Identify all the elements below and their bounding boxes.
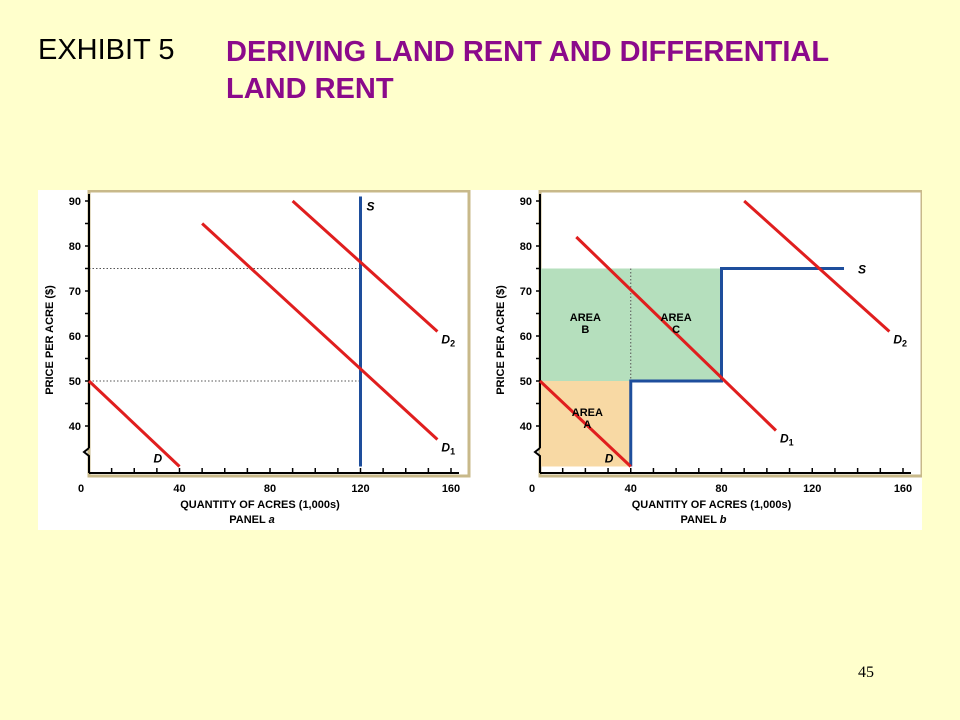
y-tick-label: 50 [520,376,532,388]
y-tick-label: 70 [69,286,81,298]
y-tick-label: 40 [69,421,81,433]
plot-frame [87,189,471,478]
series-line-d1 [575,235,777,432]
slide-title: DERIVING LAND RENT AND DIFFERENTIAL LAND… [226,36,829,105]
x-tick-label: 0 [529,483,535,495]
x-tick-label: 160 [894,483,912,495]
x-axis-title: QUANTITY OF ACRES (1,000s) [180,499,340,511]
series-label-subscript: 1 [789,438,794,448]
area-label: B [581,324,589,336]
axis-break [533,447,541,473]
x-tick-label: 40 [625,483,637,495]
y-axis-title: PRICE PER ACRE ($) [44,285,56,395]
figure: 40 50 60 70 80 90 0 40 80 120 160 S D D1 D2 QUANTITY OF… [38,189,924,530]
x-tick-label: 160 [442,483,460,495]
y-tick-label: 80 [69,241,81,253]
series-label-subscript: 1 [450,447,455,457]
y-tick-label: 90 [520,196,532,208]
series-line-d [538,379,632,468]
series-line-d2 [291,199,439,333]
exhibit-label: EXHIBIT 5 [38,34,175,66]
series-label-subscript: 2 [902,339,907,349]
x-tick-label: 80 [715,483,727,495]
axis-break [82,447,90,473]
x-tick-label: 40 [173,483,185,495]
y-tick-label: 70 [520,286,532,298]
series-label: D [154,452,163,466]
area-label: AREA [570,312,601,324]
area-label: C [672,324,680,336]
y-tick-label: 90 [69,196,81,208]
panel-label: PANEL a [229,514,274,526]
series-line-s [629,267,845,467]
page-number: 45 [858,664,874,681]
shaded-area [540,268,631,381]
y-tick-label: 50 [69,376,81,388]
x-tick-label: 0 [78,483,84,495]
series-label: S [858,263,866,277]
x-tick-label: 120 [803,483,821,495]
panel-letter: b [720,514,727,526]
y-tick-label: 60 [69,331,81,343]
panel-letter: a [269,514,275,526]
y-tick-label: 80 [520,241,532,253]
x-axis-title: QUANTITY OF ACRES (1,000s) [632,499,792,511]
panel-label: PANEL b [680,514,726,526]
series-line-d [87,379,181,468]
area-label: A [583,419,591,431]
area-label: AREA [572,407,603,419]
x-tick-label: 120 [351,483,369,495]
series-label: D [605,452,614,466]
area-label: AREA [661,312,692,324]
series-line-d2 [743,199,891,333]
y-tick-label: 60 [520,331,532,343]
series-label: S [367,200,375,214]
series-line-d1 [201,222,439,441]
series-label-subscript: 2 [450,339,455,349]
y-axis-title: PRICE PER ACRE ($) [495,285,507,395]
y-tick-label: 40 [520,421,532,433]
x-tick-label: 80 [264,483,276,495]
